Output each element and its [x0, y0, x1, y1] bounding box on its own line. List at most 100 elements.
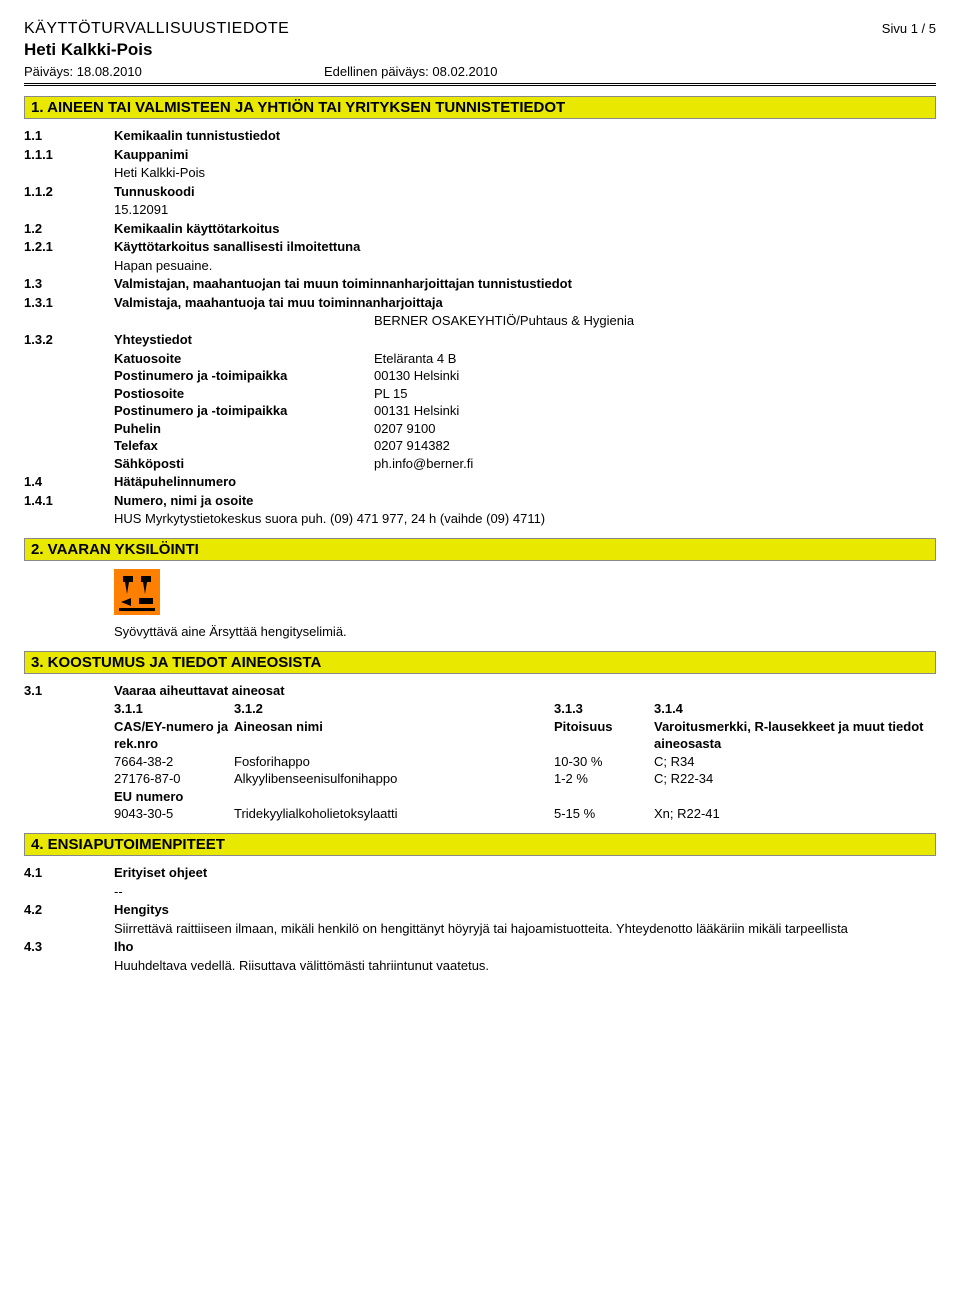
- key: Katuosoite: [114, 350, 374, 368]
- product-name: Heti Kalkki-Pois: [24, 40, 936, 60]
- label: Kemikaalin tunnistustiedot: [114, 127, 936, 145]
- ing-row-1: 7664-38-2 Fosforihappo 10-30 % C; R34: [24, 753, 936, 771]
- num: 1.2.1: [24, 238, 114, 256]
- val-1-4-1: HUS Myrkytystietokeskus suora puh. (09) …: [114, 510, 936, 528]
- contact-phone: Puhelin 0207 9100: [114, 420, 936, 438]
- num: 1.3.2: [24, 331, 114, 349]
- label: Kauppanimi: [114, 146, 936, 164]
- key: Postinumero ja -toimipaikka: [114, 402, 374, 420]
- cas: 7664-38-2: [114, 753, 234, 771]
- contact-address: Katuosoite Eteläranta 4 B: [114, 350, 936, 368]
- val: 00131 Helsinki: [374, 402, 936, 420]
- name: Tridekyylialkoholietoksylaatti: [234, 805, 554, 823]
- haz: C; R22-34: [654, 770, 936, 788]
- label: Tunnuskoodi: [114, 183, 936, 201]
- row-1-3: 1.3 Valmistajan, maahantuojan tai muun t…: [24, 275, 936, 293]
- row-1-4: 1.4 Hätäpuhelinnumero: [24, 473, 936, 491]
- ing-row-2: 27176-87-0 Alkyylibenseenisulfonihappo 1…: [24, 770, 936, 788]
- row-4-2: 4.2 Hengitys: [24, 901, 936, 919]
- row-1-1: 1.1 Kemikaalin tunnistustiedot: [24, 127, 936, 145]
- contact-fax: Telefax 0207 914382: [114, 437, 936, 455]
- num: 1.4.1: [24, 492, 114, 510]
- row-3-1: 3.1 Vaaraa aiheuttavat aineosat: [24, 682, 936, 700]
- val: 0207 914382: [374, 437, 936, 455]
- num: 1.2: [24, 220, 114, 238]
- section-1-header: 1. AINEEN TAI VALMISTEEN JA YHTIÖN TAI Y…: [24, 96, 936, 119]
- date-previous: Edellinen päiväys: 08.02.2010: [324, 64, 497, 79]
- section-4-header: 4. ENSIAPUTOIMENPITEET: [24, 833, 936, 856]
- key: Puhelin: [114, 420, 374, 438]
- h3: 3.1.3: [554, 700, 654, 718]
- section-2-header: 2. VAARAN YKSILÖINTI: [24, 538, 936, 561]
- h2: 3.1.2: [234, 700, 554, 718]
- val: 00130 Helsinki: [374, 367, 936, 385]
- row-4-1: 4.1 Erityiset ohjeet: [24, 864, 936, 882]
- name: Alkyylibenseenisulfonihappo: [234, 770, 554, 788]
- hc4: Varoitusmerkki, R-lausekkeet ja muut tie…: [654, 718, 936, 753]
- label: Vaaraa aiheuttavat aineosat: [114, 682, 936, 700]
- row-4-3: 4.3 Iho: [24, 938, 936, 956]
- val-1-2-1: Hapan pesuaine.: [114, 257, 936, 275]
- val-4-1: --: [114, 883, 936, 901]
- haz: Xn; R22-41: [654, 805, 936, 823]
- hc3: Pitoisuus: [554, 718, 654, 753]
- date-current: Päiväys: 18.08.2010: [24, 64, 324, 79]
- label: Hengitys: [114, 901, 936, 919]
- key: Sähköposti: [114, 455, 374, 473]
- val-1-1-2: 15.12091: [114, 201, 936, 219]
- ing-colhead: CAS/EY-numero ja rek.nro Aineosan nimi P…: [24, 718, 936, 753]
- num: 1.1.2: [24, 183, 114, 201]
- conc: 5-15 %: [554, 805, 654, 823]
- num: 1.3: [24, 275, 114, 293]
- row-1-2: 1.2 Kemikaalin käyttötarkoitus: [24, 220, 936, 238]
- num: 1.1.1: [24, 146, 114, 164]
- label: Valmistajan, maahantuojan tai muun toimi…: [114, 275, 936, 293]
- hazard-text: Syövyttävä aine Ärsyttää hengityselimiä.: [114, 623, 936, 641]
- cas: 27176-87-0: [114, 770, 234, 788]
- val-4-3: Huuhdeltava vedellä. Riisuttava välittöm…: [114, 957, 936, 975]
- key: Postiosoite: [114, 385, 374, 403]
- cas: 9043-30-5: [114, 805, 234, 823]
- val: ph.info@berner.fi: [374, 455, 936, 473]
- ingredients-table: 3.1.1 3.1.2 3.1.3 3.1.4 CAS/EY-numero ja…: [24, 700, 936, 823]
- val-1-3-1: BERNER OSAKEYHTIÖ/Puhtaus & Hygienia: [374, 312, 936, 330]
- header-row: KÄYTTÖTURVALLISUUSTIEDOTE Sivu 1 / 5: [24, 20, 936, 38]
- row-1-1-1: 1.1.1 Kauppanimi: [24, 146, 936, 164]
- num: 1.4: [24, 473, 114, 491]
- label: Hätäpuhelinnumero: [114, 473, 936, 491]
- name: Fosforihappo: [234, 753, 554, 771]
- contact-postal1: Postinumero ja -toimipaikka 00130 Helsin…: [114, 367, 936, 385]
- label: Iho: [114, 938, 936, 956]
- label: Käyttötarkoitus sanallisesti ilmoitettun…: [114, 238, 936, 256]
- num: 4.1: [24, 864, 114, 882]
- contact-email: Sähköposti ph.info@berner.fi: [114, 455, 936, 473]
- val: Eteläranta 4 B: [374, 350, 936, 368]
- h4: 3.1.4: [654, 700, 936, 718]
- eu-num-row: EU numero: [24, 788, 936, 806]
- row-1-1-2: 1.1.2 Tunnuskoodi: [24, 183, 936, 201]
- val-1-1-1: Heti Kalkki-Pois: [114, 164, 936, 182]
- label: Yhteystiedot: [114, 331, 936, 349]
- val-4-2: Siirrettävä raittiiseen ilmaan, mikäli h…: [114, 920, 936, 938]
- label: Numero, nimi ja osoite: [114, 492, 936, 510]
- corrosive-icon: [114, 569, 160, 615]
- key: Postinumero ja -toimipaikka: [114, 367, 374, 385]
- num: 1.3.1: [24, 294, 114, 312]
- conc: 10-30 %: [554, 753, 654, 771]
- doc-title: KÄYTTÖTURVALLISUUSTIEDOTE: [24, 20, 289, 38]
- num: 1.1: [24, 127, 114, 145]
- hc1: CAS/EY-numero ja rek.nro: [114, 718, 234, 753]
- label: Erityiset ohjeet: [114, 864, 936, 882]
- haz: C; R34: [654, 753, 936, 771]
- row-1-2-1: 1.2.1 Käyttötarkoitus sanallisesti ilmoi…: [24, 238, 936, 256]
- conc: 1-2 %: [554, 770, 654, 788]
- eu-label: EU numero: [114, 788, 234, 806]
- page-number: Sivu 1 / 5: [882, 21, 936, 36]
- label: Valmistaja, maahantuoja tai muu toiminna…: [114, 294, 936, 312]
- hc2: Aineosan nimi: [234, 718, 554, 753]
- section-3-header: 3. KOOSTUMUS JA TIEDOT AINEOSISTA: [24, 651, 936, 674]
- num: 3.1: [24, 682, 114, 700]
- h1: 3.1.1: [114, 700, 234, 718]
- label: Kemikaalin käyttötarkoitus: [114, 220, 936, 238]
- date-row: Päiväys: 18.08.2010 Edellinen päiväys: 0…: [24, 64, 936, 86]
